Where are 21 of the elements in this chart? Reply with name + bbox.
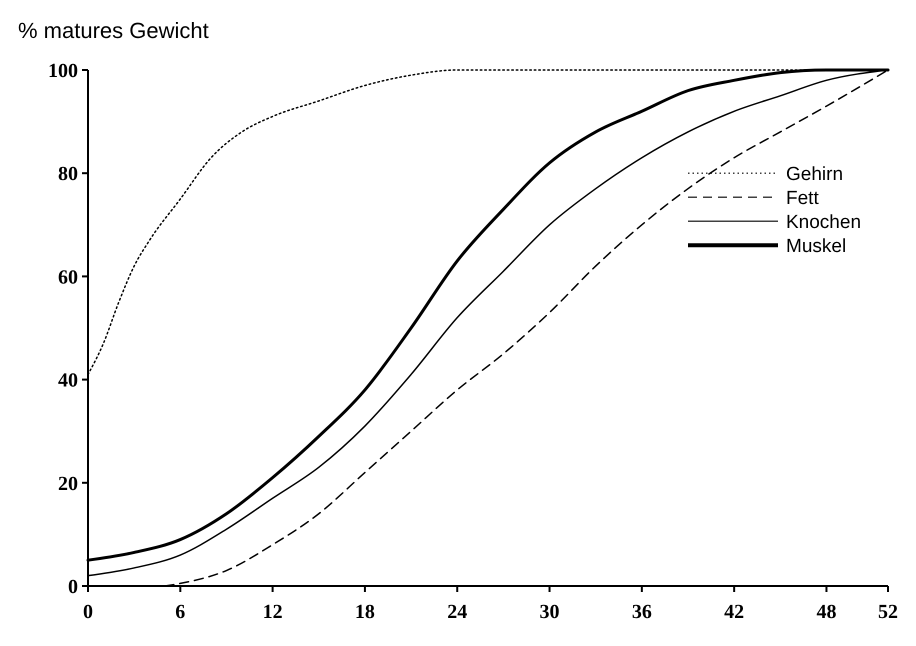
legend-label: Fett — [786, 188, 820, 209]
x-tick-label: 52 — [878, 601, 898, 623]
y-tick-label: 20 — [58, 472, 78, 495]
y-tick-label: 100 — [48, 60, 78, 82]
y-tick-label: 40 — [58, 370, 78, 392]
legend-label: Muskel — [786, 236, 846, 257]
x-tick-label: 48 — [816, 601, 836, 623]
x-tick-label: 6 — [175, 601, 186, 623]
x-tick-label: 12 — [262, 601, 283, 623]
x-tick-label: 0 — [83, 601, 93, 623]
x-tick-label: 24 — [447, 601, 468, 623]
y-tick-label: 0 — [68, 576, 78, 598]
y-tick-label: 60 — [58, 266, 78, 288]
legend-label: Gehirn — [786, 164, 844, 185]
legend-label: Knochen — [786, 212, 862, 233]
x-tick-label: 18 — [354, 601, 375, 623]
x-tick-label: 30 — [540, 601, 560, 623]
y-axis-title: % matures Gewicht — [18, 18, 209, 43]
y-tick-label: 80 — [58, 163, 78, 186]
x-tick-label: 42 — [724, 601, 744, 623]
x-tick-label: 36 — [632, 601, 652, 623]
